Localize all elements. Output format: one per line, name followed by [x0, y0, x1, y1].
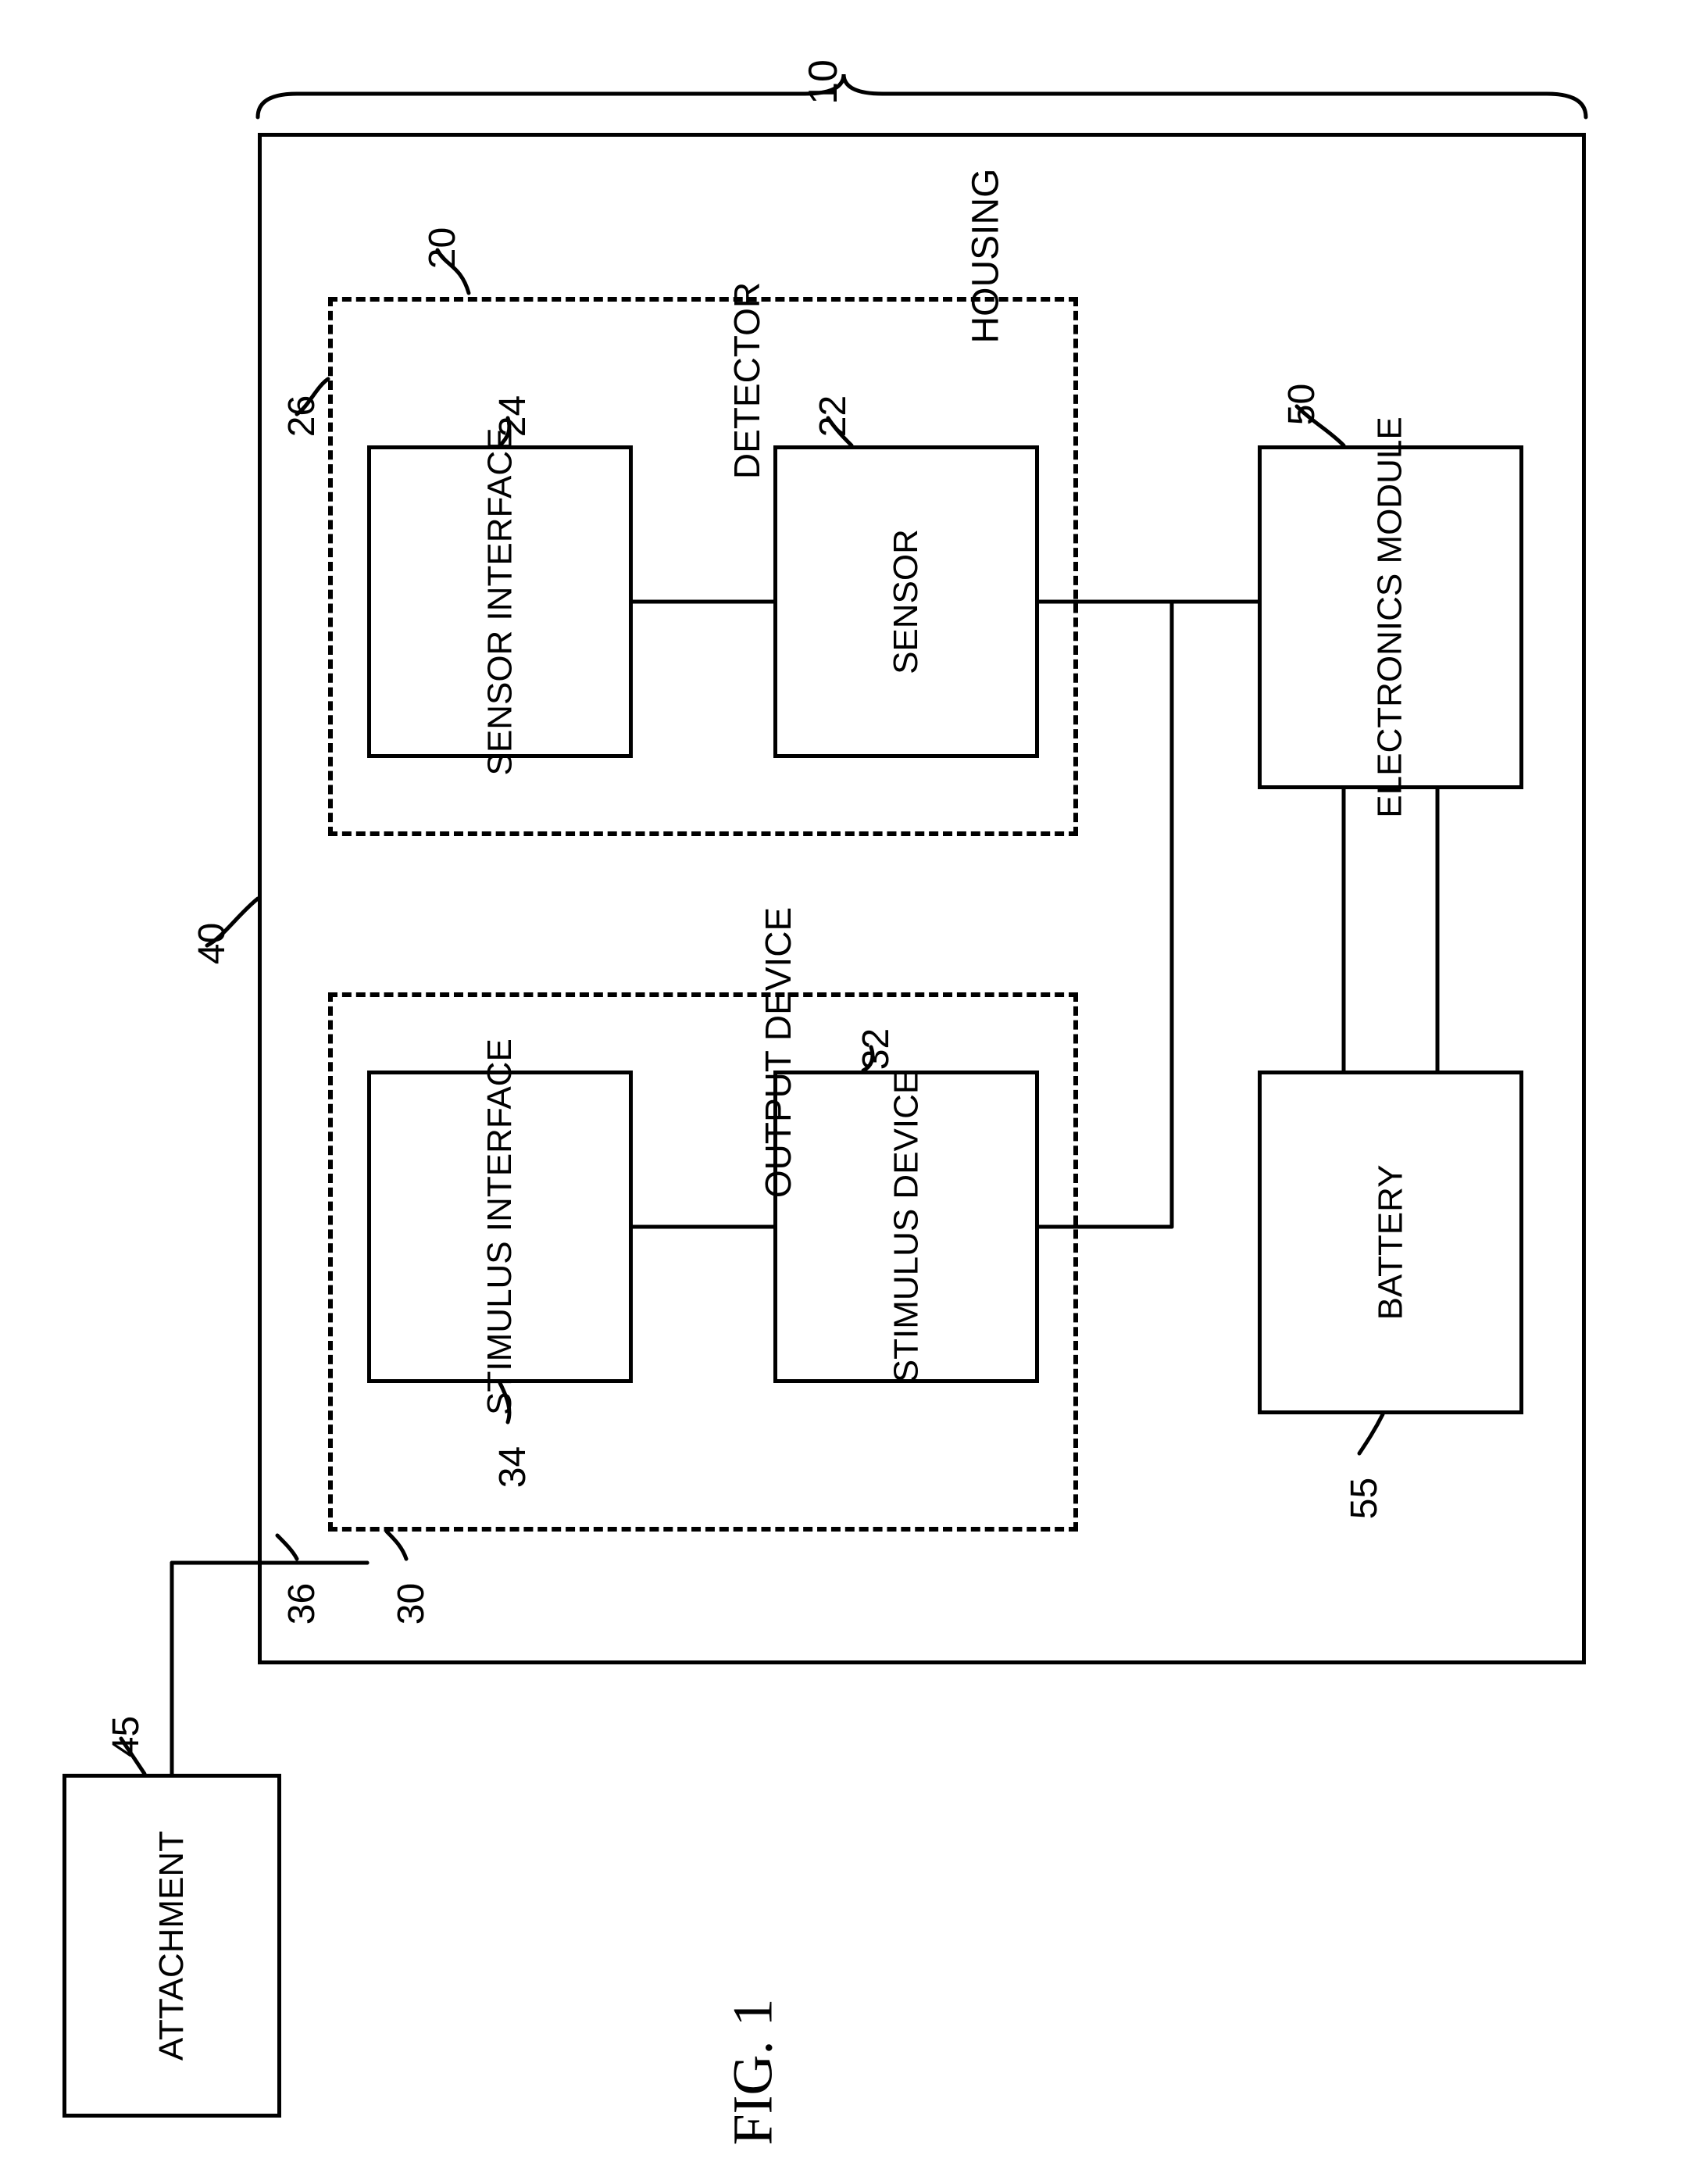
stimulus-device-box: STIMULUS DEVICE [773, 1071, 1039, 1383]
sensor-interface-box: SENSOR INTERFACE [367, 445, 633, 758]
ref-34: 34 [491, 1446, 534, 1488]
electronics-module-label: ELECTRONICS MODULE [1371, 416, 1410, 817]
battery-box: BATTERY [1258, 1071, 1523, 1414]
housing-label: HOUSING [965, 168, 1008, 343]
figure-caption: FIG. 1 [721, 1998, 786, 2145]
sensor-box: SENSOR [773, 445, 1039, 758]
ref-30: 30 [390, 1583, 433, 1625]
ref-32: 32 [855, 1028, 898, 1070]
ref-50: 50 [1280, 384, 1323, 425]
electronics-module-box: ELECTRONICS MODULE [1258, 445, 1523, 789]
stimulus-device-label: STIMULUS DEVICE [887, 1071, 926, 1383]
stimulus-interface-box: STIMULUS INTERFACE [367, 1071, 633, 1383]
ref-24: 24 [491, 395, 534, 437]
diagram-canvas: SENSOR INTERFACE SENSOR STIMULUS INTERFA… [31, 31, 1665, 2153]
attachment-box: ATTACHMENT [62, 1774, 281, 2118]
output-device-label: OUTPUT DEVICE [757, 907, 799, 1198]
battery-label: BATTERY [1371, 1165, 1410, 1321]
detector-label: DETECTOR [726, 282, 768, 479]
ref-45: 45 [105, 1716, 148, 1757]
ref-26: 26 [280, 395, 323, 437]
ref-36: 36 [280, 1583, 323, 1625]
attachment-label: ATTACHMENT [152, 1831, 191, 2061]
ref-40: 40 [191, 923, 234, 964]
ref-20: 20 [421, 227, 464, 269]
stimulus-interface-label: STIMULUS INTERFACE [480, 1038, 520, 1415]
sensor-interface-label: SENSOR INTERFACE [480, 428, 520, 776]
sensor-label: SENSOR [887, 529, 926, 674]
ref-10: 10 [800, 59, 847, 105]
ref-55: 55 [1343, 1478, 1386, 1519]
ref-22: 22 [812, 395, 855, 437]
